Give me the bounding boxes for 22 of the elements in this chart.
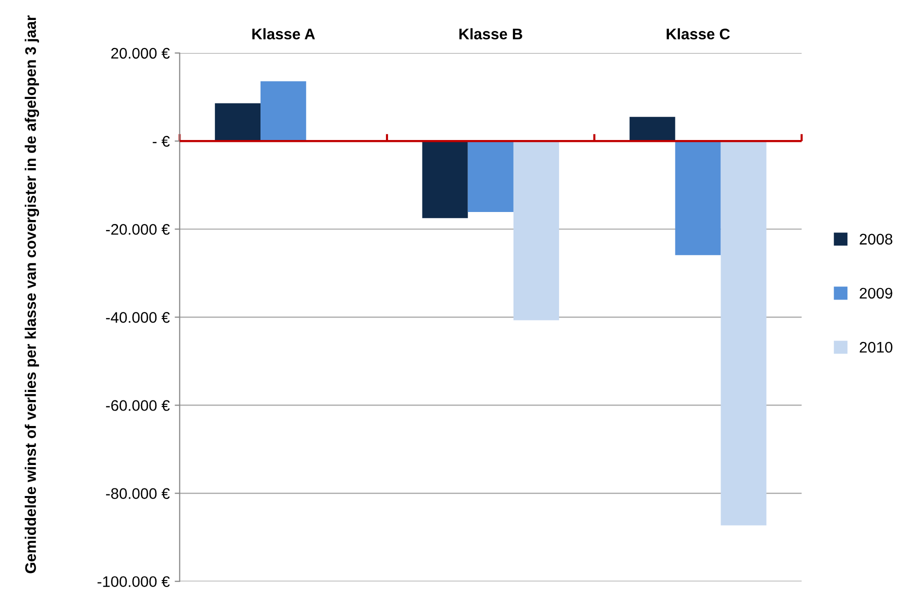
y-tick-label: 20.000 €: [111, 48, 170, 59]
y-tick-label: -20.000 €: [106, 224, 170, 235]
y-tick-label: -60.000 €: [106, 400, 170, 411]
y-tick-label: -80.000 €: [106, 488, 170, 499]
y-tick-label: -40.000 €: [106, 312, 170, 323]
bar: [720, 141, 766, 526]
bar: [422, 141, 468, 218]
bar: [630, 116, 676, 142]
y-axis-title: Gemiddelde winst of verlies per klasse van covergister in de afgelopen 3 jaar: [24, 15, 40, 574]
legend-label: 2009: [860, 288, 892, 299]
x-tick-label: Klasse C: [666, 28, 730, 40]
x-tick-label: Klasse A: [252, 28, 315, 40]
bar: [675, 141, 721, 256]
y-tick-label: - €: [152, 136, 170, 147]
y-tick-label: -100.000 €: [98, 576, 170, 588]
legend-label: 2010: [860, 342, 892, 353]
legend-label: 2008: [860, 234, 892, 245]
bar: [214, 103, 261, 142]
bar: [260, 81, 306, 142]
bar: [468, 141, 514, 212]
x-tick-label: Klasse B: [459, 28, 522, 40]
bar: [513, 141, 560, 320]
